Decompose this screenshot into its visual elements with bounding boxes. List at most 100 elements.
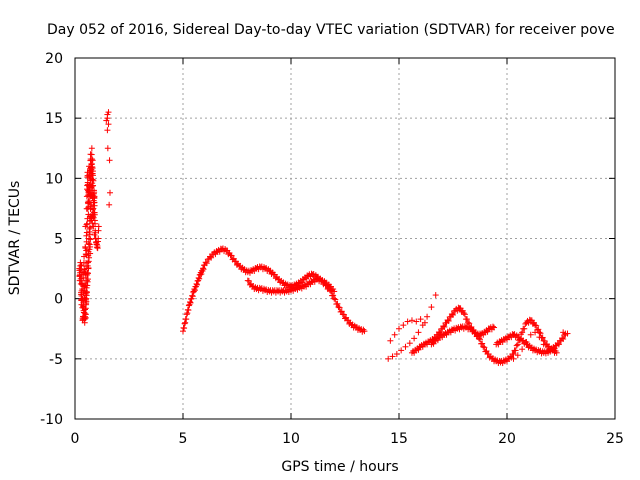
x-tick-label: 25 (606, 431, 624, 447)
data-point (519, 329, 526, 336)
data-point (480, 343, 487, 350)
data-point (84, 199, 91, 206)
chart-title: Day 052 of 2016, Sidereal Day-to-day VTE… (47, 22, 615, 38)
data-point (181, 325, 188, 332)
data-point (77, 280, 84, 287)
y-axis-label: SDTVAR / TECUs (7, 181, 23, 296)
data-point (398, 347, 405, 354)
data-point (303, 275, 310, 282)
data-point (559, 335, 566, 342)
data-point (513, 342, 520, 349)
data-point (510, 355, 517, 362)
data-point (77, 265, 84, 272)
data-point (83, 298, 90, 305)
data-point (555, 341, 562, 348)
data-point (199, 265, 206, 272)
data-point (86, 254, 93, 261)
data-point (182, 319, 189, 326)
tick-labels: 0 5 10 15 20 25 -10 -5 0 5 10 15 20 (40, 51, 624, 447)
data-point (202, 259, 209, 266)
data-point (477, 336, 483, 343)
data-point (553, 349, 560, 356)
data-point (391, 331, 398, 338)
data-point (533, 322, 540, 329)
data-point (245, 277, 252, 284)
data-point (84, 278, 91, 285)
y-tick-label: -5 (49, 352, 63, 368)
data-point (361, 328, 368, 335)
data-point (105, 109, 112, 116)
data-point (432, 292, 439, 299)
data-point (441, 323, 448, 330)
x-tick-label: 5 (179, 431, 188, 447)
y-tick-label: -10 (40, 412, 63, 428)
data-point (87, 213, 94, 220)
data-point (183, 316, 190, 323)
data-point (86, 235, 93, 242)
y-tick-label: 5 (54, 232, 63, 248)
data-point (491, 324, 498, 331)
data-point (413, 318, 420, 325)
data-point (187, 298, 194, 305)
data-point (519, 346, 526, 353)
data-point (91, 231, 98, 238)
data-point (483, 348, 490, 355)
data-point (88, 184, 95, 191)
data-point (484, 328, 491, 335)
data-point (106, 157, 113, 164)
data-point (540, 341, 547, 348)
data-point (104, 145, 111, 152)
data-point (472, 329, 479, 336)
data-point (560, 335, 567, 342)
data-point (444, 317, 451, 324)
data-point (475, 335, 482, 342)
data-point (417, 316, 424, 323)
data-point (85, 198, 92, 205)
data-point (532, 322, 539, 329)
data-point (465, 319, 472, 326)
data-point (336, 304, 343, 311)
data-point (83, 221, 90, 228)
data-point (332, 296, 339, 303)
data-point (545, 349, 552, 356)
data-point (389, 353, 396, 360)
data-point (523, 338, 530, 345)
data-point (88, 145, 95, 152)
data-point (551, 345, 558, 352)
data-point (527, 331, 534, 338)
data-point (87, 236, 94, 243)
data-point (393, 351, 400, 358)
data-point (402, 343, 409, 350)
data-point (298, 279, 305, 286)
data-point (400, 322, 407, 329)
data-point (85, 189, 92, 196)
data-point (198, 270, 205, 277)
data-point (522, 320, 529, 327)
data-point (85, 265, 92, 272)
data-point (450, 311, 456, 318)
y-tick-label: 10 (45, 171, 63, 187)
data-point (181, 320, 188, 327)
data-point (86, 241, 93, 248)
data-point (464, 316, 471, 323)
x-axis-label: GPS time / hours (281, 459, 398, 475)
data-point (408, 317, 415, 324)
data-point (521, 325, 528, 332)
data-point (532, 329, 539, 336)
data-point (89, 220, 96, 227)
y-tick-label: 20 (45, 51, 63, 67)
data-point (411, 335, 418, 342)
data-point (514, 341, 521, 348)
data-point (183, 311, 190, 318)
data-point (406, 340, 413, 347)
data-point (95, 235, 102, 242)
data-point (536, 334, 543, 341)
data-point (200, 266, 207, 273)
data-point (187, 299, 194, 306)
data-point (535, 326, 542, 333)
data-point (387, 337, 394, 344)
data-point (79, 280, 86, 287)
data-point (195, 274, 202, 281)
data-point (512, 347, 519, 354)
